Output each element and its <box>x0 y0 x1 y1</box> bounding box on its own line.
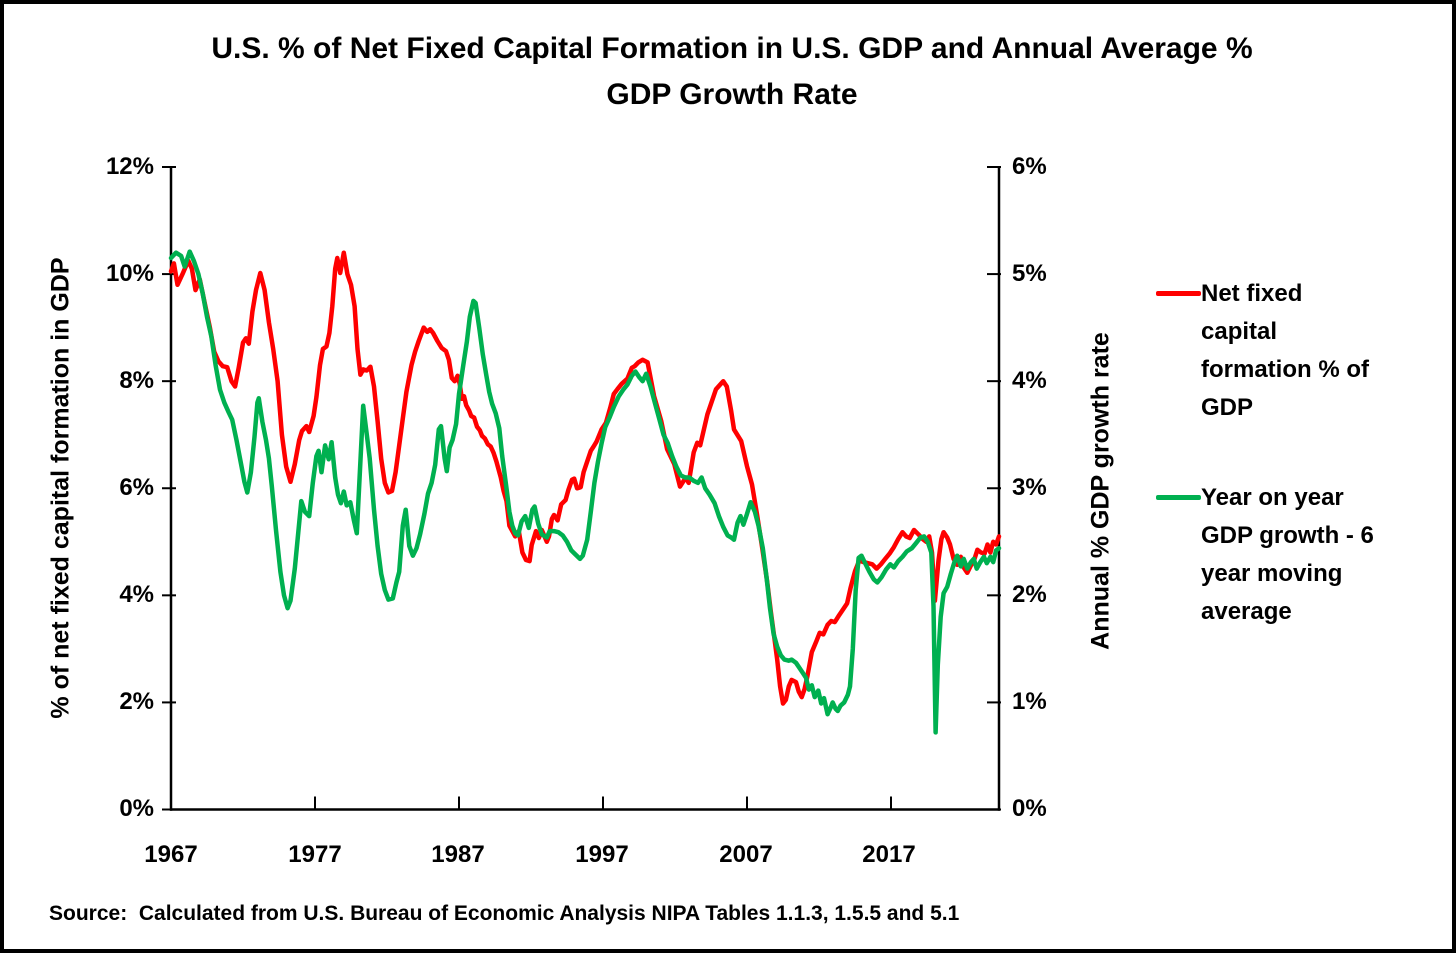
right-axis-tick-1: 1% <box>1012 688 1047 715</box>
source-note: Source: Calculated from U.S. Bureau of E… <box>49 902 960 925</box>
right-axis-tick-2: 2% <box>1012 581 1047 608</box>
x-axis-tick-1987: 1987 <box>431 841 485 868</box>
right-axis-tick-0: 0% <box>1012 795 1047 822</box>
series-gdp-growth <box>168 249 1002 735</box>
left-axis-tick-10: 10% <box>105 260 154 287</box>
series-net-fixed-capital <box>168 250 1002 706</box>
chart-title-line2: GDP Growth Rate <box>606 78 858 111</box>
right-axis-tick-3: 3% <box>1012 474 1047 501</box>
chart-title: U.S. % of Net Fixed Capital Formation in… <box>4 26 1452 118</box>
right-axis-tick-6: 6% <box>1012 153 1047 180</box>
x-axis-tick-1977: 1977 <box>288 841 342 868</box>
legend-swatch-net-fixed-capital <box>1156 291 1201 296</box>
legend-label-net-fixed-capital: Net fixed capital formation % of GDP <box>1201 280 1369 421</box>
right-axis-tick-5: 5% <box>1012 260 1047 287</box>
x-axis-tick-1967: 1967 <box>144 841 198 868</box>
legend-label-gdp-growth: Year on year GDP growth - 6 year moving … <box>1201 484 1374 625</box>
x-axis-tick-1997: 1997 <box>575 841 629 868</box>
left-axis-tick-12: 12% <box>105 153 154 180</box>
left-axis-tick-6: 6% <box>119 474 154 501</box>
legend-swatch-gdp-growth <box>1156 495 1201 500</box>
x-axis-tick-2007: 2007 <box>719 841 773 868</box>
chart-title-line1: U.S. % of Net Fixed Capital Formation in… <box>211 32 1253 65</box>
right-axis-tick-4: 4% <box>1012 367 1047 394</box>
left-axis-tick-4: 4% <box>119 581 154 608</box>
x-axis-tick-2017: 2017 <box>862 841 916 868</box>
left-axis-tick-0: 0% <box>119 795 154 822</box>
plot-area <box>162 166 1002 811</box>
left-axis-tick-2: 2% <box>119 688 154 715</box>
left-axis-tick-8: 8% <box>119 367 154 394</box>
